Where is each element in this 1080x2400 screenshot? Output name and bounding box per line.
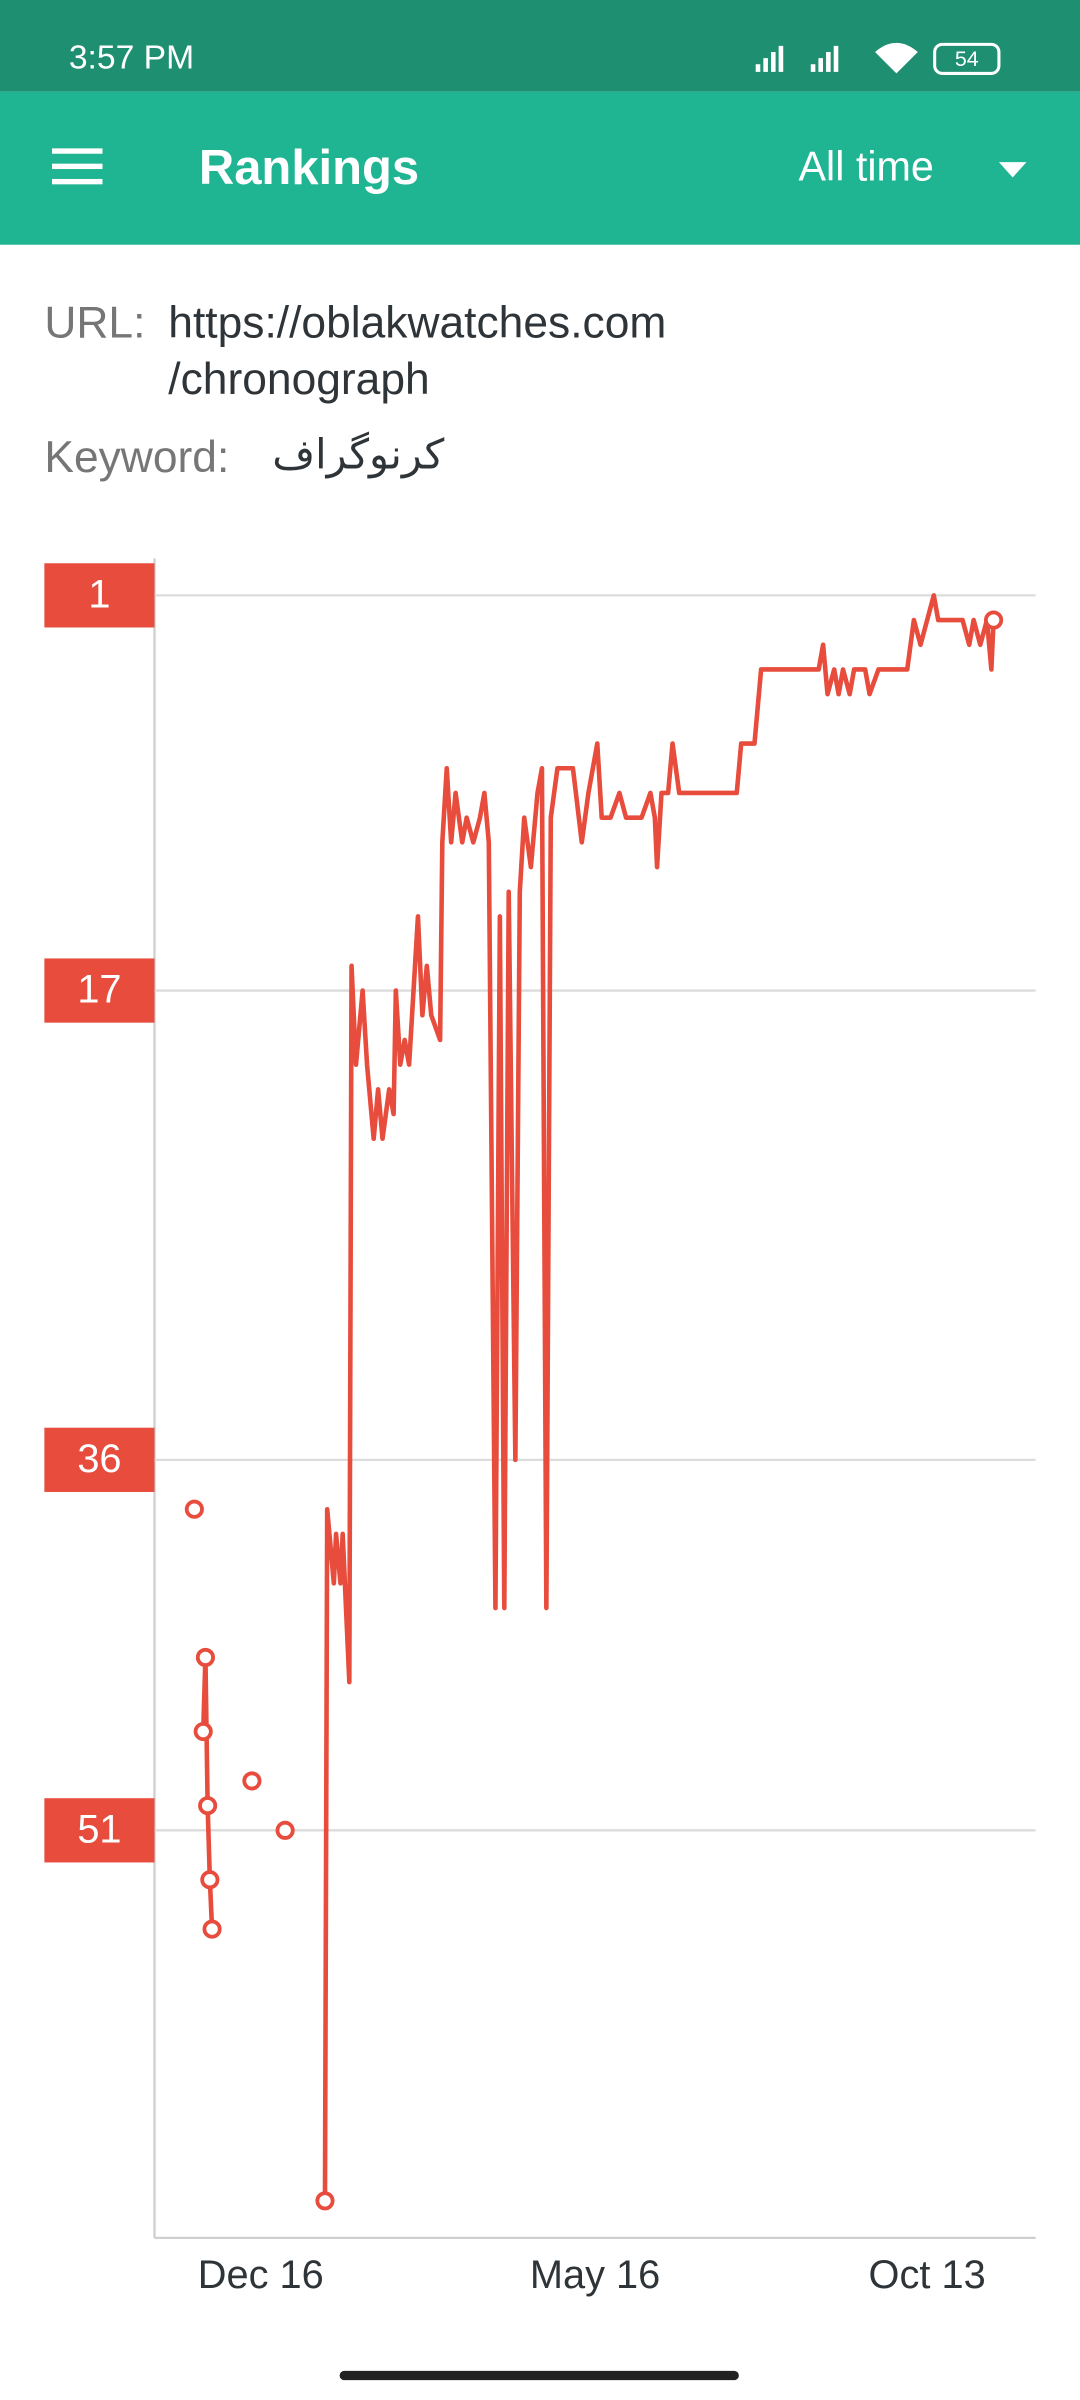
status-icons [755, 42, 918, 74]
chart: 1 17 36 51 Dec 16 May 16 Oct 13 [44, 558, 1036, 2297]
y-tick-badge [44, 563, 155, 628]
battery-level: 54 [955, 47, 979, 71]
x-tick-label: Oct 13 [869, 2253, 986, 2297]
home-indicator [339, 2370, 739, 2381]
point-marker [193, 1721, 213, 1742]
dropdown-arrow[interactable] [998, 162, 1027, 178]
keyword: کرنوگراف [272, 430, 444, 478]
y-tick-label: 51 [77, 1807, 121, 1851]
range-selector[interactable]: All time [799, 144, 934, 190]
y-tick-badge [44, 958, 155, 1023]
url-line: https://oblakwatches.com [168, 299, 666, 348]
point-marker [242, 1771, 262, 1791]
series-line [200, 593, 996, 2201]
x-tick-label: May 16 [530, 2253, 660, 2297]
point-marker [198, 1796, 218, 1816]
y-tick-badge [44, 1798, 155, 1863]
point-marker [200, 1870, 220, 1890]
url-line: /chronograph [168, 355, 429, 404]
y-tick-badge [44, 1427, 155, 1492]
point-marker [195, 1647, 215, 1667]
point-marker [315, 2191, 335, 2211]
point-marker [184, 1499, 204, 1519]
y-tick-label: 36 [77, 1437, 121, 1481]
y-tick-label: 1 [88, 572, 110, 616]
status-time: 3:57 PM [69, 40, 194, 77]
url-label: URL: [44, 299, 145, 348]
x-tick-label: Dec 16 [198, 2253, 324, 2297]
app-bar [0, 91, 1080, 245]
battery [933, 42, 1001, 75]
app-title: Rankings [199, 141, 419, 195]
menu-button[interactable] [52, 148, 103, 185]
point-marker [275, 1820, 295, 1840]
point-marker [984, 610, 1004, 630]
keyword-label: Keyword: [44, 433, 229, 482]
point-marker [202, 1919, 222, 1939]
y-tick-label: 17 [77, 968, 121, 1012]
